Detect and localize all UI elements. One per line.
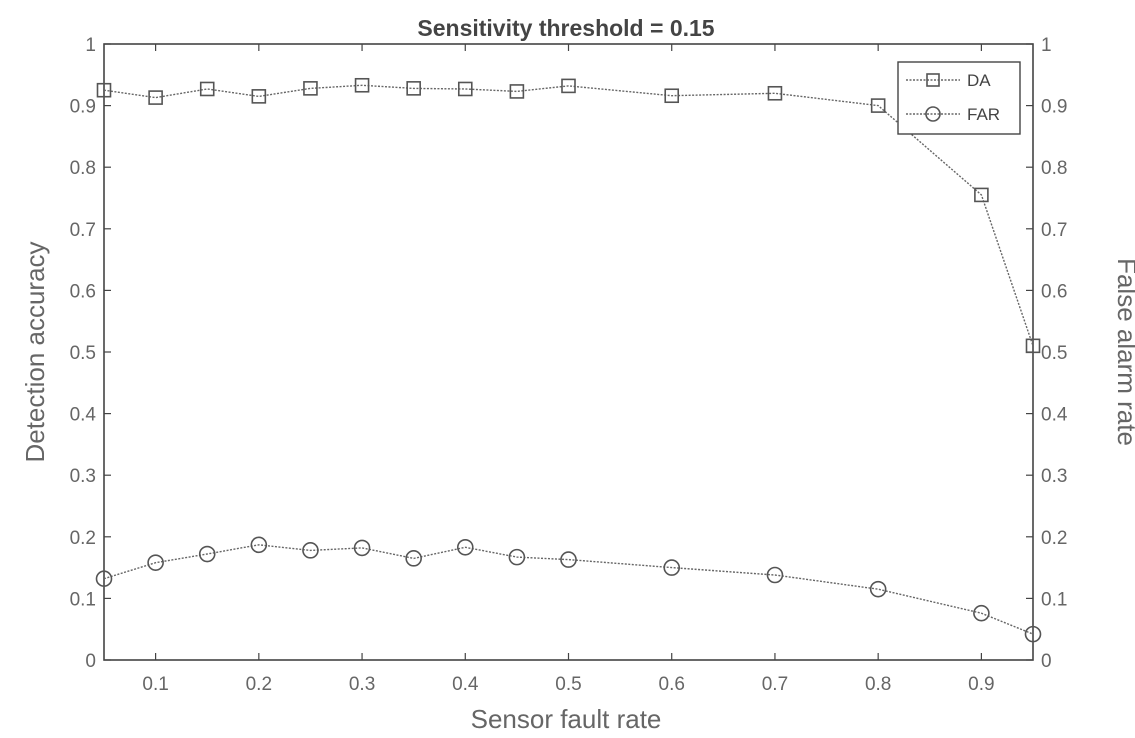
legend-label-far: FAR bbox=[967, 105, 1000, 124]
x-tick-label: 0.9 bbox=[968, 674, 994, 695]
data-point-da bbox=[406, 81, 421, 96]
data-point-da bbox=[457, 81, 473, 97]
y-tick-label-left: 0.4 bbox=[70, 405, 97, 426]
legend-box bbox=[897, 61, 1021, 135]
data-point-far bbox=[766, 566, 784, 584]
data-point-far bbox=[147, 554, 164, 571]
y-tick-label-right: 0.2 bbox=[1041, 528, 1067, 549]
data-point-far bbox=[508, 548, 526, 566]
data-point-far bbox=[1024, 625, 1042, 643]
data-point-far bbox=[869, 580, 887, 598]
x-tick-label: 0.2 bbox=[246, 674, 272, 695]
series-layer bbox=[95, 77, 1042, 643]
x-tick-label: 0.3 bbox=[349, 674, 375, 695]
data-point-da bbox=[767, 85, 783, 101]
data-point-da bbox=[974, 187, 989, 203]
data-point-da bbox=[96, 82, 112, 98]
legend-label-da: DA bbox=[967, 71, 991, 90]
legend: DA FAR bbox=[897, 61, 1021, 135]
y-tick-label-left: 0 bbox=[85, 651, 96, 672]
data-point-da bbox=[561, 78, 576, 94]
data-point-far bbox=[973, 604, 990, 622]
x-tick-label: 0.4 bbox=[452, 674, 479, 695]
data-point-far bbox=[250, 536, 268, 554]
x-tick-label: 0.7 bbox=[762, 674, 788, 695]
y-tick-label-left: 0.3 bbox=[70, 466, 96, 487]
y-tick-label-right: 0.7 bbox=[1041, 220, 1067, 241]
series-line-far bbox=[103, 544, 1034, 635]
data-point-far bbox=[405, 550, 422, 567]
data-point-far bbox=[456, 538, 474, 556]
data-point-da bbox=[354, 77, 370, 93]
data-point-da bbox=[303, 81, 318, 96]
data-point-far bbox=[95, 570, 113, 587]
y-tick-label-right: 0 bbox=[1041, 651, 1052, 672]
y-tick-label-right: 0.3 bbox=[1041, 466, 1067, 487]
x-tick-label: 0.1 bbox=[142, 674, 168, 695]
data-point-da bbox=[870, 98, 886, 113]
y-tick-label-right: 0.9 bbox=[1041, 97, 1067, 118]
y-axis-label-left: Detection accuracy bbox=[20, 241, 50, 462]
legend-marker-far bbox=[925, 106, 941, 122]
data-point-da bbox=[509, 84, 525, 99]
y-tick-label-left: 0.9 bbox=[70, 97, 96, 118]
y-tick-label-left: 0.8 bbox=[70, 158, 96, 179]
x-tick-label: 0.8 bbox=[865, 674, 891, 695]
data-point-far bbox=[353, 539, 371, 557]
data-point-da bbox=[199, 81, 215, 97]
y-tick-label-right: 0.6 bbox=[1041, 281, 1067, 302]
series-line-da bbox=[103, 84, 1034, 347]
data-point-da bbox=[251, 89, 267, 104]
data-point-far bbox=[302, 542, 319, 559]
x-axis-label: Sensor fault rate bbox=[471, 704, 662, 734]
y-tick-label-left: 0.1 bbox=[70, 589, 96, 610]
y-tick-label-right: 0.4 bbox=[1041, 405, 1068, 426]
data-point-far bbox=[560, 551, 577, 568]
chart-title: Sensitivity threshold = 0.15 bbox=[417, 15, 714, 41]
y-tick-label-right: 0.8 bbox=[1041, 158, 1067, 179]
data-point-da bbox=[1025, 338, 1041, 354]
y-tick-label-left: 1 bbox=[85, 35, 96, 56]
y-tick-label-left: 0.5 bbox=[70, 343, 96, 364]
data-point-far bbox=[663, 559, 681, 576]
data-point-da bbox=[664, 88, 680, 104]
y-axis-label-right: False alarm rate bbox=[1112, 258, 1135, 446]
legend-marker-da bbox=[926, 73, 940, 87]
y-tick-label-left: 0.6 bbox=[70, 281, 96, 302]
y-tick-label-left: 0.7 bbox=[70, 220, 96, 241]
axes-layer: 0.1 0.2 0.3 0.4 0.5 0.6 0.7 0.8 0.9 0 0.1 0.2 0.3 0.4… bbox=[70, 35, 1068, 695]
data-point-far bbox=[198, 545, 216, 563]
y-tick-label-right: 0.5 bbox=[1041, 343, 1067, 364]
y-tick-label-left: 0.2 bbox=[70, 528, 96, 549]
y-tick-label-right: 1 bbox=[1041, 35, 1052, 56]
y-tick-label-right: 0.1 bbox=[1041, 589, 1067, 610]
x-tick-label: 0.6 bbox=[659, 674, 685, 695]
x-tick-label: 0.5 bbox=[555, 674, 581, 695]
data-point-da bbox=[148, 90, 163, 105]
